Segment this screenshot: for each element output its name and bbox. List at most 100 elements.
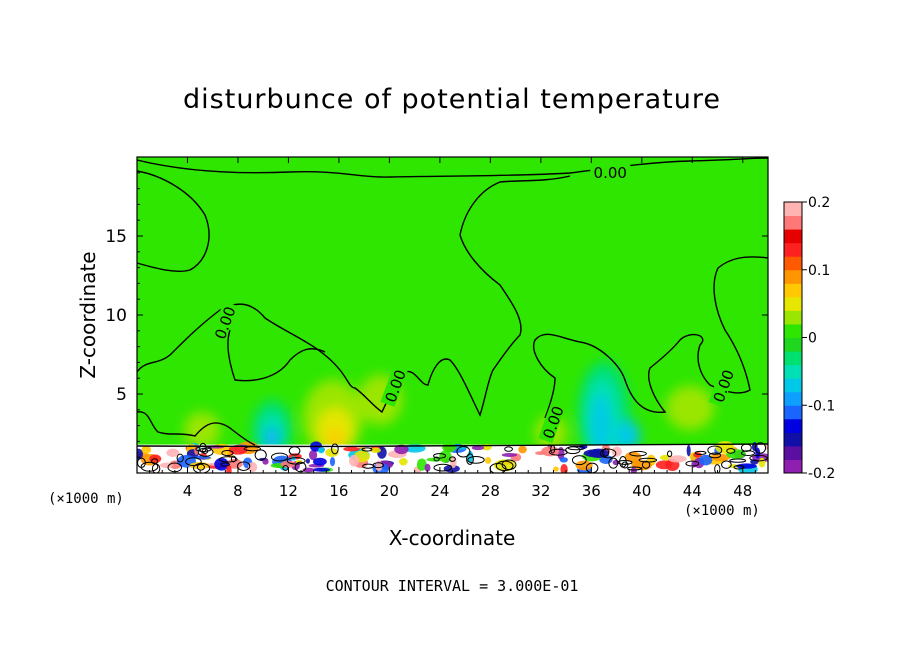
surface-contour [466, 453, 474, 465]
contour-mid [227, 329, 326, 382]
surface-blob [159, 462, 173, 469]
surface-contour [433, 453, 447, 459]
colorbar-swatch [784, 391, 802, 406]
surface-contour [176, 453, 184, 463]
surface-blob [141, 445, 152, 454]
surface-contour [220, 462, 231, 467]
contour-surface-top [137, 443, 768, 448]
surface-contour [627, 466, 642, 471]
surface-blob [758, 457, 766, 468]
surface-blob [308, 449, 318, 461]
y-axis-ticks: 5 10 15 [105, 172, 768, 458]
colorbar-swatch [784, 202, 802, 217]
svg-text:0.00: 0.00 [594, 164, 627, 182]
x-tick-label: 36 [582, 482, 601, 500]
surface-contour [254, 449, 267, 461]
surface-blob [424, 463, 431, 472]
surface-contour [362, 463, 375, 469]
surface-blob [624, 451, 642, 463]
surface-blob [471, 445, 485, 451]
surface-blob [442, 442, 457, 453]
surface-blob [329, 456, 336, 467]
contour-upper-left [137, 170, 210, 272]
warm-plume-4 [184, 412, 220, 448]
surface-contour [196, 463, 205, 471]
surface-contour [433, 463, 453, 472]
colorbar-swatch [784, 323, 802, 338]
x-tick-label: 16 [329, 482, 348, 500]
x-tick-label: 32 [531, 482, 550, 500]
colorbar-swatch [784, 337, 802, 352]
surface-blob [416, 458, 427, 471]
surface-contour [294, 461, 307, 473]
surface-contour [501, 459, 517, 471]
surface-contour [602, 448, 610, 457]
surface-contour [726, 448, 736, 454]
contour-label: 0.00 [590, 163, 631, 182]
y-tick-label: 10 [105, 306, 127, 326]
surface-blob [501, 453, 518, 457]
surface-contour [567, 445, 586, 451]
turbulent-surface-layer [137, 441, 768, 473]
surface-contour [629, 450, 647, 457]
surface-contour [707, 445, 723, 455]
surface-contour [733, 465, 745, 470]
surface-blob [312, 457, 327, 466]
cool-plume-38 [616, 420, 640, 452]
surface-contour [749, 454, 768, 462]
surface-contour [638, 457, 658, 463]
surface-contour [548, 448, 568, 456]
surface-blob [375, 460, 383, 472]
surface-blob [715, 441, 735, 454]
surface-contour [331, 443, 339, 455]
surface-blob [668, 455, 687, 463]
colorbar-swatch [784, 432, 802, 447]
zero-contours [137, 157, 768, 448]
surface-contour [456, 446, 471, 458]
colorbar-swatch [784, 459, 802, 474]
contour-interval-note: CONTOUR INTERVAL = 3.000E-01 [325, 577, 579, 595]
colorbar-swatch [784, 256, 802, 271]
surface-contour [282, 465, 289, 471]
surface-blob [349, 454, 360, 467]
colorbar-tick-label: -0.1 [808, 398, 835, 414]
x-tick-label: 40 [632, 482, 651, 500]
colorbar-swatch [784, 310, 802, 325]
surface-contour [151, 458, 159, 465]
colorbar-swatch [784, 378, 802, 393]
surface-blob [583, 449, 606, 458]
surface-blob [325, 448, 339, 457]
surface-blob [166, 448, 180, 457]
surface-contour [754, 442, 767, 454]
surface-contour [218, 456, 238, 463]
y-tick-label: 15 [105, 227, 127, 247]
surface-contour [621, 461, 629, 469]
x-tick-label: 4 [183, 482, 193, 500]
colorbar-swatch [784, 445, 802, 460]
surface-contour [721, 460, 732, 469]
colorbar-swatch [784, 229, 802, 244]
x-tick-label: 24 [430, 482, 449, 500]
x-tick-label: 8 [233, 482, 243, 500]
surface-blob [559, 457, 568, 463]
surface-contour [694, 450, 707, 455]
surface-blob [305, 458, 310, 464]
surface-blob [575, 460, 593, 471]
surface-contour [201, 448, 209, 454]
surface-contour [666, 450, 673, 458]
potential-temperature-field: 0.000.000.000.000.00 [137, 157, 768, 473]
surface-blob [394, 444, 409, 455]
contour-top [137, 157, 768, 178]
x-tick-label: 12 [279, 482, 298, 500]
surface-contour [361, 447, 373, 452]
x-axis-label: X-coordinate [388, 526, 516, 550]
surface-blob [317, 447, 325, 454]
surface-contour [448, 456, 456, 462]
colorbar-swatch [784, 296, 802, 311]
surface-contour [571, 455, 587, 466]
contour-lower-left [137, 411, 256, 446]
colorbar-swatch [784, 242, 802, 257]
x-tick-label: 28 [481, 482, 500, 500]
field-background [137, 157, 768, 473]
